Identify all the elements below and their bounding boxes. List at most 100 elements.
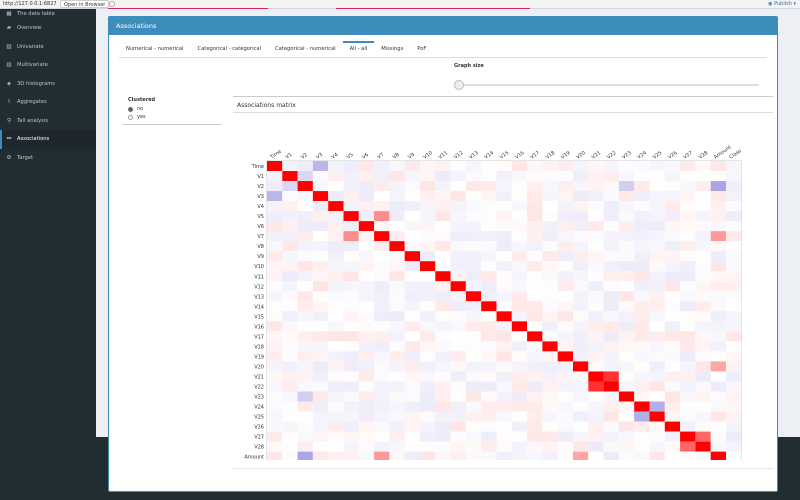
heatmap-cell <box>267 331 283 342</box>
heatmap-cell <box>527 251 543 262</box>
reload-icon[interactable] <box>109 1 115 7</box>
heatmap-cell <box>511 381 528 392</box>
heatmap-cell <box>450 361 466 372</box>
heatmap-cell <box>297 421 313 432</box>
heatmap-cell <box>374 321 390 332</box>
heatmap-cell <box>312 341 329 352</box>
heatmap-cell <box>435 271 451 282</box>
sidebar-item-multivariate[interactable]: ▥ Multivariate <box>0 56 96 75</box>
sidebar-item-univariate[interactable]: ▥ Univariate <box>0 38 96 57</box>
tab-categorical-numerical[interactable]: Categorical - numerical <box>274 46 336 52</box>
heatmap-cell <box>634 401 650 412</box>
sidebar-item-target[interactable]: ⚙ Target <box>0 149 96 168</box>
row-label: V28 <box>254 445 264 451</box>
heatmap-cell <box>680 341 696 352</box>
heatmap-cell <box>603 451 619 460</box>
heatmap-cell <box>496 441 512 452</box>
heatmap-cell <box>511 261 528 272</box>
heatmap-cell <box>481 381 497 392</box>
radio-dot[interactable] <box>128 106 133 112</box>
heatmap-cell <box>618 191 635 202</box>
heatmap-cell <box>726 371 742 382</box>
heatmap-cell <box>588 181 604 192</box>
row-label: V3 <box>257 194 264 200</box>
graph-size-slider-track[interactable] <box>459 84 759 86</box>
heatmap-cell <box>328 401 344 412</box>
heatmap-cell <box>557 391 573 402</box>
tab-all-all[interactable]: All - all <box>342 41 375 57</box>
heatmap-cell <box>573 371 589 382</box>
heatmap-cell <box>511 291 528 302</box>
heatmap-cell <box>542 341 558 352</box>
heatmap-cell <box>511 241 528 252</box>
heatmap-cell <box>297 341 313 352</box>
heatmap-cell <box>374 431 390 442</box>
heatmap-cell <box>374 181 390 192</box>
heatmap-cell <box>557 301 573 312</box>
heatmap-cell <box>450 201 466 212</box>
tab-categorical-categorical[interactable]: Categorical - categorical <box>197 46 261 52</box>
sidebar-item-aggregates[interactable]: ⌇ Aggregates <box>0 93 96 112</box>
heatmap-cell <box>282 321 298 332</box>
heatmap-cell <box>542 391 558 402</box>
heatmap-cell <box>649 261 665 272</box>
sidebar-item-overview[interactable]: ▰ Overview <box>0 19 96 38</box>
heatmap-cell <box>710 221 726 232</box>
heatmap-cell <box>297 201 313 212</box>
sidebar-item-tail-analysis[interactable]: ⚲ Tail analysis <box>0 112 96 131</box>
column-label: V12 <box>453 150 464 161</box>
heatmap-cell <box>312 291 329 302</box>
heatmap-cell <box>435 251 451 262</box>
heatmap-cell <box>297 321 313 332</box>
heatmap-cell <box>404 251 420 262</box>
heatmap-cell <box>267 201 283 212</box>
clustered-radio-yes[interactable]: yes <box>128 114 223 120</box>
heatmap-cell <box>664 431 681 442</box>
heatmap-cell <box>312 391 329 402</box>
heatmap-cell <box>726 441 742 452</box>
heatmap-cell <box>465 261 482 272</box>
heatmap-cell <box>435 281 451 292</box>
publish-button[interactable]: ◉ Publish ▾ <box>768 1 796 7</box>
heatmap-cell <box>726 301 742 312</box>
tab-numerical-numerical[interactable]: Numerical - numerical <box>126 46 184 52</box>
heatmap-cell <box>282 231 298 242</box>
heatmap-cell <box>420 421 436 432</box>
sidebar-item-3d-histograms[interactable]: ◈ 3D histograms <box>0 75 96 94</box>
heatmap-cell <box>450 381 466 392</box>
heatmap-cell <box>374 281 390 292</box>
row-label: V13 <box>254 294 264 300</box>
column-label: V8 <box>392 152 401 161</box>
clustered-radio-no[interactable]: no <box>128 106 223 112</box>
heatmap-cell <box>496 211 512 222</box>
heatmap-cell <box>726 341 742 352</box>
heatmap-cell <box>695 171 711 182</box>
radio-dot[interactable] <box>128 114 133 120</box>
heatmap-cell <box>312 171 329 182</box>
heatmap-cell <box>312 371 329 382</box>
heatmap-cell <box>649 301 665 312</box>
heatmap-cell <box>649 391 665 402</box>
heatmap-cell <box>557 311 573 322</box>
heatmap-cell <box>527 421 543 432</box>
heatmap-cell <box>450 311 466 322</box>
tab-missings[interactable]: Missings <box>381 46 404 52</box>
sidebar-item-label: Univariate <box>17 43 44 50</box>
sidebar-item-associations[interactable]: ⚯ Associations <box>0 130 96 149</box>
heatmap-cell <box>588 161 604 172</box>
heatmap-cell <box>680 301 696 312</box>
graph-size-slider-handle[interactable] <box>454 80 464 90</box>
heatmap-cell <box>695 291 711 302</box>
heatmap-cell <box>282 431 298 442</box>
heatmap-cell <box>358 201 375 212</box>
heatmap-cell <box>527 441 543 452</box>
heatmap-cell <box>358 291 375 302</box>
tab-pof[interactable]: PoF <box>417 46 427 52</box>
heatmap-cell <box>664 161 681 172</box>
sidebar-item-the-data-table[interactable]: ▦ The data table <box>0 9 96 19</box>
heatmap-cell <box>481 321 497 332</box>
open-in-browser-button[interactable]: Open in Browser <box>60 0 110 8</box>
heatmap-cell <box>328 381 344 392</box>
heatmap-cell <box>649 451 665 460</box>
heatmap-cell <box>649 361 665 372</box>
